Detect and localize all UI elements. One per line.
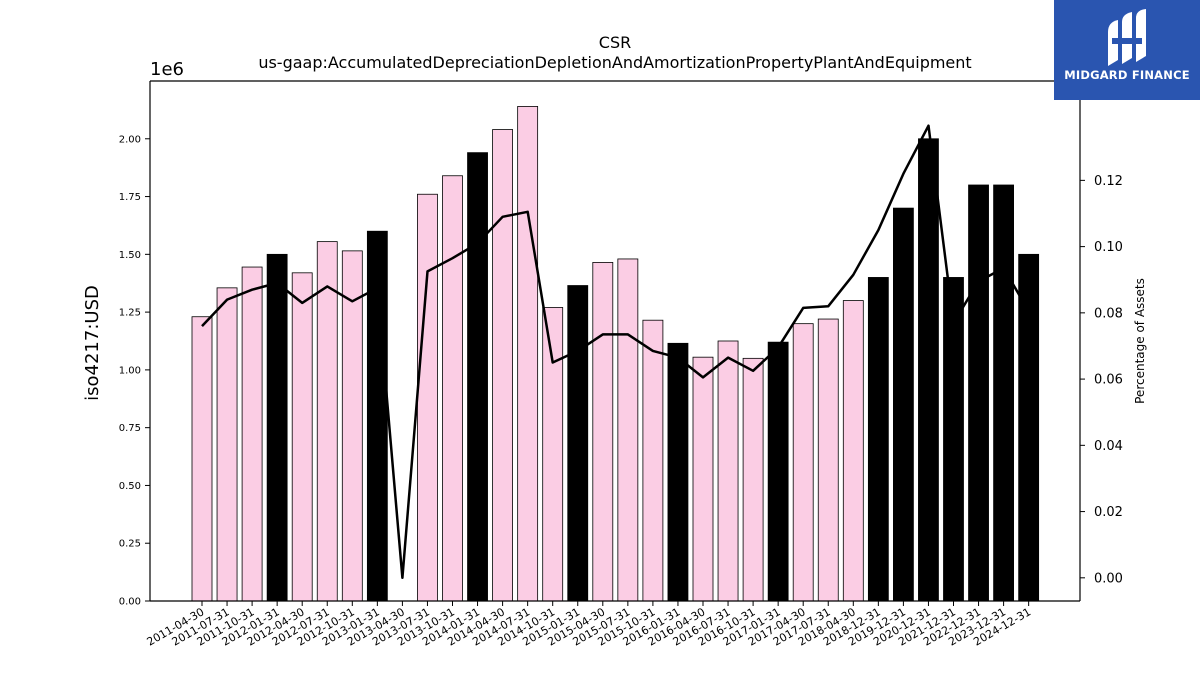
- y-tick-label: 1.00: [119, 365, 141, 376]
- y-axis-ticks: 0.00 0.25 0.50 0.75 1.00 1.25 1.50 1.75 2.00: [119, 134, 150, 608]
- bar-series: [191, 106, 1040, 602]
- bar-2012-04-30: [291, 272, 313, 602]
- bar-2012-07-31: [316, 241, 338, 602]
- y2-tick-label: 0.06: [1094, 373, 1123, 388]
- bar-2018-12-31: [867, 277, 889, 602]
- bar-2014-07-31: [517, 106, 539, 602]
- bar-2013-01-31: [366, 230, 388, 602]
- y-tick-label: 0.00: [119, 597, 141, 608]
- y-offset-label: 1e6: [150, 59, 184, 80]
- bar-2015-07-31: [617, 258, 639, 602]
- bar-2012-01-31: [266, 253, 288, 602]
- bar-2016-07-31: [717, 340, 739, 602]
- bar-2021-12-31: [943, 277, 964, 602]
- bar-2018-04-30: [842, 300, 864, 602]
- bar-2016-04-30: [692, 356, 714, 602]
- chart-title: CSR: [599, 33, 631, 52]
- bar-2016-10-31: [742, 357, 764, 602]
- bar-2013-07-31: [417, 193, 438, 602]
- y2-tick-label: 0.00: [1094, 571, 1123, 586]
- chart-subtitle: us-gaap:AccumulatedDepreciationDepletion…: [258, 53, 971, 72]
- y2-axis-ticks: 0.00 0.02 0.04 0.06 0.08 0.10 0.12: [1080, 174, 1123, 586]
- bar-2022-12-31: [968, 184, 989, 602]
- bar-2019-12-31: [893, 207, 914, 602]
- bar-2017-01-31: [767, 341, 789, 602]
- y-tick-label: 1.50: [119, 250, 141, 261]
- y-tick-label: 1.75: [119, 192, 141, 203]
- bar-2012-10-31: [341, 250, 363, 602]
- bar-2016-01-31: [667, 342, 689, 602]
- y-tick-label: 0.75: [119, 423, 141, 434]
- bar-2013-10-31: [442, 175, 463, 602]
- bar-2023-12-31: [993, 184, 1014, 602]
- y-tick-label: 2.00: [119, 134, 141, 145]
- midgard-logo-icon: [1108, 9, 1146, 66]
- bar-2015-10-31: [642, 319, 664, 602]
- percentage-line-series: [201, 124, 1030, 580]
- x-axis-ticks: 2011-04-302011-07-312011-10-312012-01-31…: [145, 601, 1033, 649]
- bar-2011-10-31: [241, 266, 263, 602]
- y2-tick-label: 0.08: [1094, 306, 1123, 321]
- y2-tick-label: 0.12: [1094, 174, 1123, 189]
- bar-2017-07-31: [817, 318, 839, 602]
- brand-logo: MIDGARD FINANCE: [1054, 0, 1200, 100]
- bar-2014-04-30: [492, 129, 514, 602]
- y-axis-label: iso4217:USD: [82, 285, 103, 401]
- bar-2020-12-31: [918, 138, 939, 602]
- y2-tick-label: 0.04: [1094, 439, 1123, 454]
- bar-2014-10-31: [542, 307, 564, 602]
- brand-name: MIDGARD FINANCE: [1064, 68, 1190, 82]
- bar-2015-04-30: [592, 262, 614, 602]
- bar-2011-04-30: [191, 316, 213, 602]
- y2-axis-label: Percentage of Assets: [1133, 278, 1147, 404]
- percentage-of-assets-line: [201, 124, 1030, 580]
- y-tick-label: 0.25: [119, 539, 141, 550]
- y-tick-label: 1.25: [119, 308, 141, 319]
- y-tick-label: 0.50: [119, 481, 141, 492]
- bar-2015-01-31: [567, 285, 589, 602]
- bar-2014-01-31: [467, 152, 488, 602]
- y2-tick-label: 0.02: [1094, 505, 1123, 520]
- bar-2011-07-31: [216, 287, 238, 602]
- bar-2024-12-31: [1018, 253, 1040, 602]
- y2-tick-label: 0.10: [1094, 240, 1123, 255]
- bar-2017-04-30: [792, 323, 814, 602]
